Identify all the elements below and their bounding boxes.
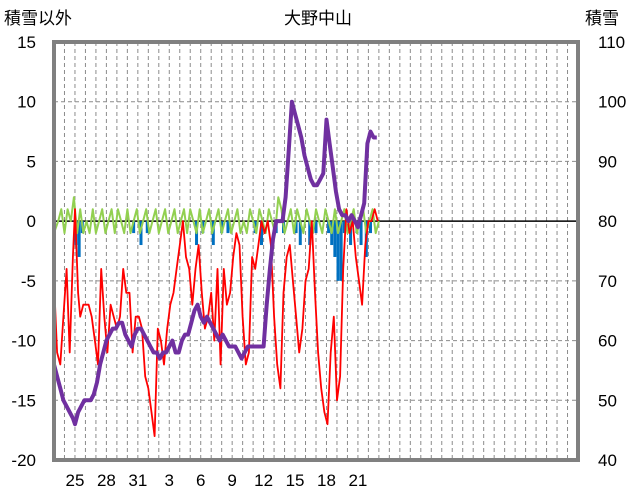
x-tick-label: 3	[165, 471, 174, 490]
series	[52, 99, 380, 437]
precip-bar	[132, 221, 136, 234]
temperature-line	[53, 208, 379, 437]
x-tick-label: 18	[317, 471, 336, 490]
right-tick-label: 60	[598, 332, 617, 351]
precip-bar	[77, 221, 81, 257]
grid	[54, 41, 578, 461]
x-tick-label: 12	[254, 471, 273, 490]
right-tick-label: 50	[598, 391, 617, 410]
right-tick-label: 40	[598, 451, 617, 470]
precip-bar	[314, 221, 318, 234]
precip-bar	[260, 221, 264, 246]
left-tick-label: -10	[11, 332, 36, 351]
left-tick-label: 5	[27, 152, 36, 171]
precip-bar	[294, 221, 298, 234]
x-tick-label: 28	[97, 471, 116, 490]
precip-bar	[298, 221, 302, 246]
left-tick-label: -5	[21, 272, 36, 291]
x-tick-label: 21	[348, 471, 367, 490]
precip-bar	[336, 221, 340, 281]
precip-bar	[339, 221, 343, 281]
chart-title: 大野中山	[284, 9, 352, 28]
precip-bar	[145, 221, 149, 234]
green-series-line	[53, 196, 380, 235]
right-tick-label: 90	[598, 152, 617, 171]
precip-bar	[349, 221, 353, 246]
right-tick-label: 110	[598, 33, 625, 52]
right-tick-label: 100	[598, 93, 626, 112]
precip-bar	[226, 221, 230, 234]
left-tick-label: 0	[27, 212, 36, 231]
left-tick-label: 10	[17, 93, 36, 112]
left-tick-label: -15	[11, 391, 36, 410]
precip-bar	[211, 221, 215, 246]
left-tick-label: -20	[11, 451, 36, 470]
precip-bar	[327, 221, 331, 234]
x-tick-label: 9	[227, 471, 236, 490]
precip-bar	[342, 221, 346, 234]
right-tick-label: 70	[598, 272, 617, 291]
x-tick-label: 6	[196, 471, 205, 490]
precip-bar	[333, 221, 337, 257]
right-tick-label: 80	[598, 212, 617, 231]
snow-depth-line	[52, 99, 377, 427]
x-tick-label: 25	[65, 471, 84, 490]
left-tick-label: 15	[17, 33, 36, 52]
precip-bar	[139, 221, 143, 246]
precip-bar	[359, 221, 363, 246]
right-axis-title: 積雪	[585, 9, 619, 28]
precip-bar	[368, 221, 372, 234]
x-tick-label: 15	[286, 471, 305, 490]
plot-frame	[52, 40, 580, 462]
left-axis-title: 積雪以外	[4, 9, 72, 28]
x-tick-label: 31	[128, 471, 147, 490]
precip-bar	[308, 221, 312, 246]
